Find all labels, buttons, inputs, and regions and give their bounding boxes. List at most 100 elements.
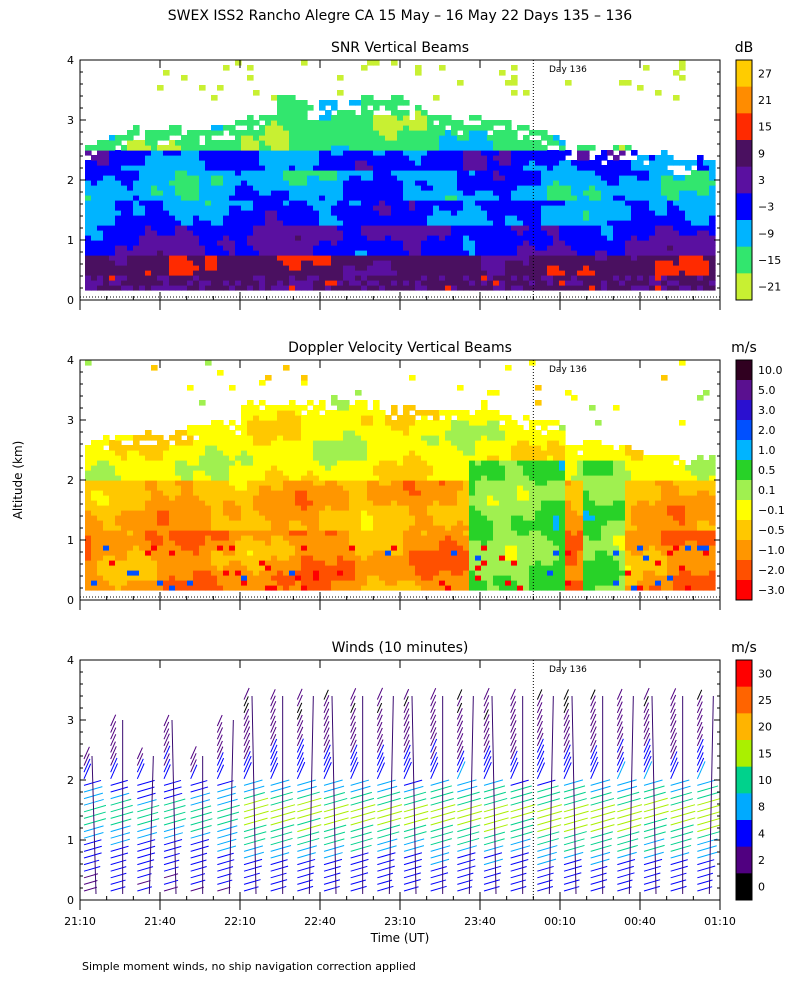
snr-cell — [247, 135, 254, 141]
doppler-cell — [283, 415, 290, 421]
snr-cell — [601, 215, 608, 221]
doppler-cell — [235, 505, 242, 511]
snr-cell — [547, 175, 554, 181]
snr-cell — [469, 270, 476, 276]
snr-cell — [571, 170, 578, 176]
snr-cell — [415, 255, 422, 261]
snr-cell — [583, 270, 590, 276]
snr-cell — [127, 280, 134, 286]
doppler-cell — [223, 475, 230, 481]
snr-cell — [595, 260, 602, 266]
snr-cell — [505, 125, 512, 131]
snr-cell — [319, 270, 326, 276]
doppler-cell — [319, 485, 326, 491]
snr-cell — [139, 280, 146, 286]
doppler-cell — [163, 455, 170, 461]
snr-cell — [325, 255, 332, 261]
doppler-cell — [331, 440, 338, 446]
doppler-cell — [331, 445, 338, 451]
snr-cell — [661, 185, 668, 191]
snr-cell — [625, 195, 632, 201]
snr-cell — [193, 280, 200, 286]
snr-cell — [319, 165, 326, 171]
snr-cell — [349, 265, 356, 271]
snr-cell — [493, 190, 500, 196]
snr-cell — [235, 245, 242, 251]
doppler-cell — [199, 450, 206, 456]
snr-cell — [409, 140, 416, 146]
snr-cell — [427, 175, 434, 181]
snr-cell — [595, 165, 602, 171]
snr-cell — [331, 230, 338, 236]
snr-cell — [253, 260, 260, 266]
snr-cell — [97, 190, 104, 196]
doppler-cell — [211, 505, 218, 511]
snr-cell — [253, 195, 260, 201]
snr-cell — [109, 275, 116, 281]
doppler-cell — [283, 470, 290, 476]
snr-cell — [163, 230, 170, 236]
snr-cell — [367, 115, 374, 121]
doppler-cell — [145, 570, 152, 576]
snr-cell — [139, 140, 146, 146]
snr-cell — [487, 245, 494, 251]
doppler-cell — [139, 450, 146, 456]
snr-cell — [703, 170, 710, 176]
snr-cell — [583, 220, 590, 226]
snr-cell — [145, 165, 152, 171]
doppler-cell — [97, 445, 104, 451]
snr-cell — [379, 245, 386, 251]
snr-cell — [115, 140, 122, 146]
doppler-cell — [121, 445, 128, 451]
doppler-cell — [283, 435, 290, 441]
doppler-cell — [211, 530, 218, 536]
snr-cell — [265, 275, 272, 281]
snr-cell — [595, 175, 602, 181]
snr-cell — [535, 275, 542, 281]
snr-cell — [673, 235, 680, 241]
snr-cell — [367, 190, 374, 196]
snr-cell — [703, 220, 710, 226]
doppler-cell — [331, 550, 338, 556]
snr-cell — [709, 240, 716, 246]
doppler-cell — [247, 525, 254, 531]
snr-cell — [397, 135, 404, 141]
snr-cell — [331, 170, 338, 176]
snr-cell — [655, 225, 662, 231]
snr-cell — [625, 200, 632, 206]
snr-cell — [283, 150, 290, 156]
doppler-cell — [181, 555, 188, 561]
snr-cell — [91, 185, 98, 191]
doppler-cell — [121, 580, 128, 586]
doppler-cell — [217, 575, 224, 581]
snr-cell — [103, 235, 110, 241]
snr-cell — [529, 130, 536, 136]
snr-cell — [691, 185, 698, 191]
doppler-cell — [277, 510, 284, 516]
snr-cell — [85, 265, 92, 271]
doppler-cell — [325, 480, 332, 486]
doppler-cell — [193, 585, 200, 591]
snr-cell — [397, 225, 404, 231]
snr-cell — [499, 150, 506, 156]
snr-cell — [217, 130, 224, 136]
snr-cell — [679, 180, 686, 186]
snr-cell — [235, 285, 242, 291]
snr-cell — [691, 205, 698, 211]
snr-cell — [145, 215, 152, 221]
snr-cell — [583, 215, 590, 221]
snr-cell — [421, 185, 428, 191]
snr-cell — [307, 210, 314, 216]
snr-cell — [85, 175, 92, 181]
snr-cell — [673, 195, 680, 201]
snr-cell — [463, 210, 470, 216]
doppler-cell — [199, 400, 206, 406]
snr-cell — [403, 175, 410, 181]
snr-cell — [481, 205, 488, 211]
snr-cell — [241, 130, 248, 136]
doppler-cell — [175, 535, 182, 541]
snr-cell — [409, 190, 416, 196]
snr-cell — [157, 285, 164, 291]
snr-cell — [265, 225, 272, 231]
snr-cell — [253, 190, 260, 196]
